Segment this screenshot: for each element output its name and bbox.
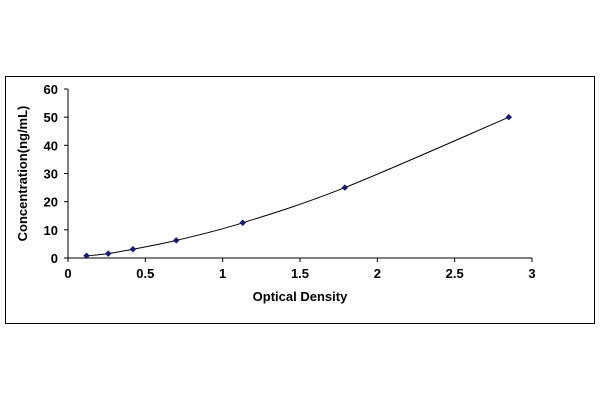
y-tick-label: 10 — [44, 223, 58, 238]
x-tick-label: 0 — [64, 266, 71, 281]
x-tick-label: 1.5 — [291, 266, 309, 281]
y-tick-label: 0 — [51, 251, 58, 266]
data-point-marker — [341, 184, 349, 191]
x-axis-ticks: 0 0.5 1 1.5 2 2.5 3 — [64, 258, 536, 281]
axes — [67, 89, 532, 259]
x-tick-label: 2 — [374, 266, 381, 281]
y-tick-label: 50 — [44, 110, 58, 125]
y-tick-label: 60 — [44, 82, 58, 97]
data-point-marker — [239, 219, 247, 227]
y-tick-label: 20 — [44, 195, 58, 210]
data-point-marker — [104, 250, 112, 257]
y-tick-label: 30 — [44, 167, 58, 182]
x-tick-label: 3 — [528, 266, 535, 281]
x-axis-title: Optical Density — [253, 289, 348, 304]
data-point-marker — [505, 113, 513, 121]
data-point-marker — [172, 237, 180, 244]
data-point-marker — [83, 252, 90, 260]
data-point-marker — [129, 245, 137, 253]
data-markers — [83, 113, 513, 260]
y-axis-title: Concentration(ng/mL) — [15, 106, 30, 242]
y-axis-ticks: 0 10 20 30 40 50 60 — [44, 82, 68, 266]
x-tick-label: 0.5 — [136, 266, 154, 281]
y-tick-label: 40 — [44, 138, 58, 153]
chart-frame — [5, 76, 595, 324]
fit-curve-line — [86, 116, 509, 257]
x-tick-label: 1 — [219, 266, 226, 281]
x-tick-label: 2.5 — [446, 266, 464, 281]
